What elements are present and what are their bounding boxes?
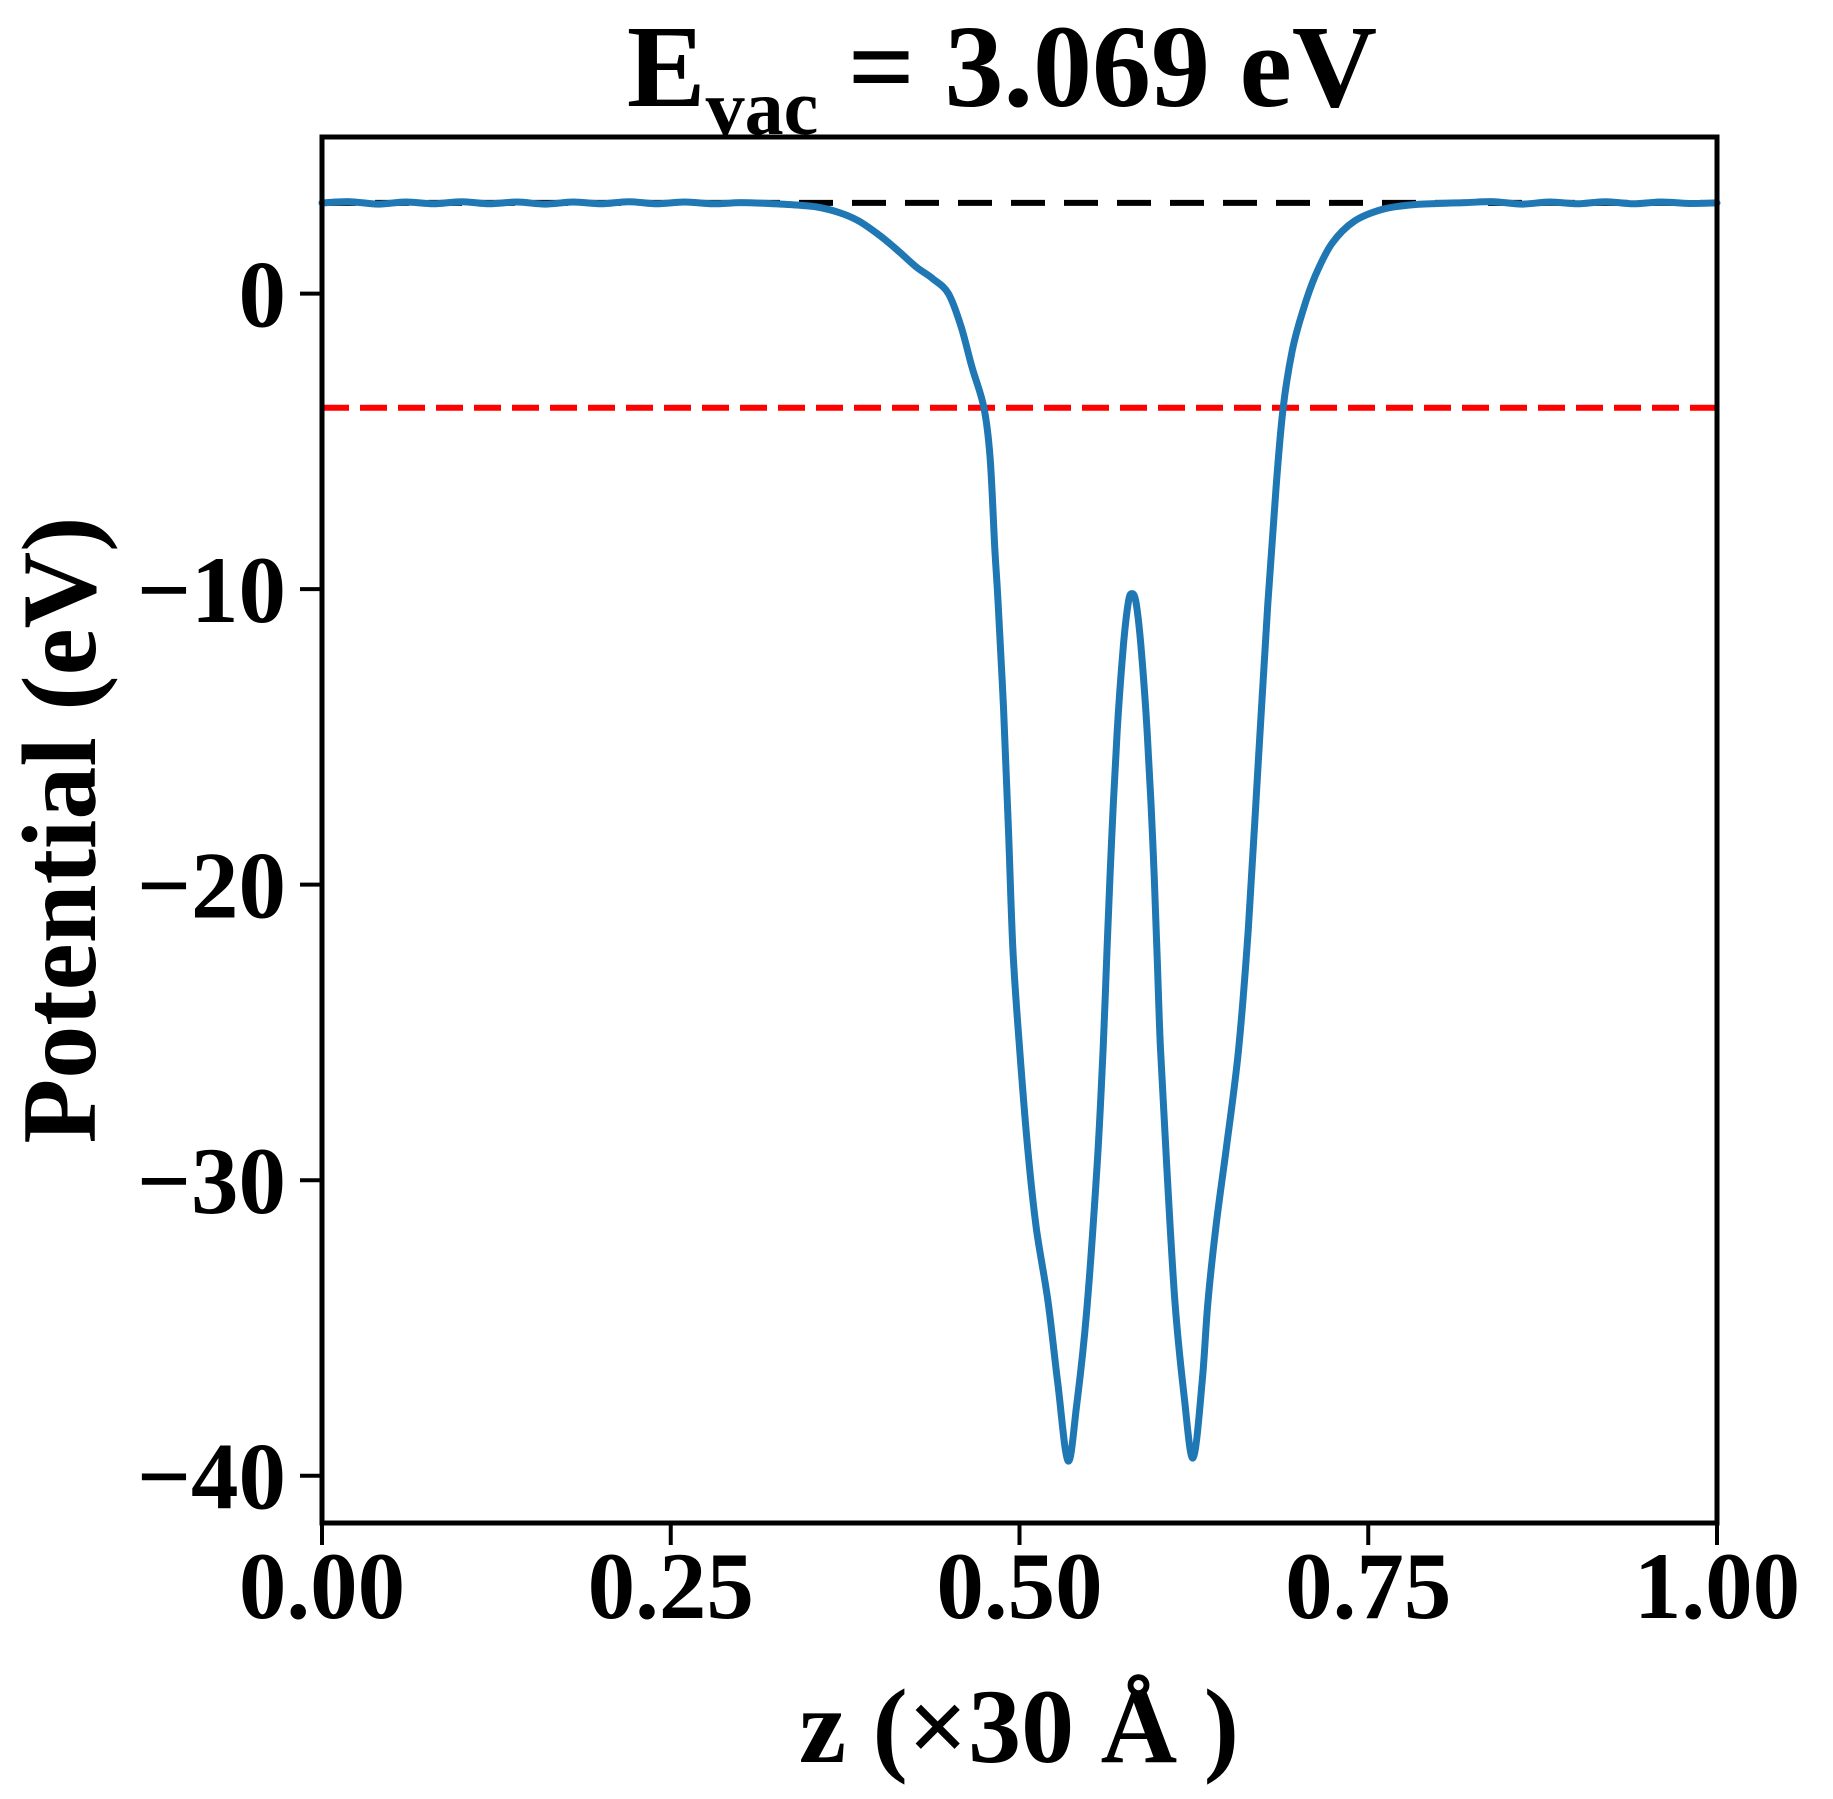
x-tick-label: 0.25 xyxy=(588,1533,754,1639)
y-tick-label: 0 xyxy=(239,242,287,348)
x-tick-label: 1.00 xyxy=(1634,1533,1800,1639)
y-axis-label: Potential (eV) xyxy=(1,517,118,1144)
x-axis-ticks: 0.00 0.25 0.50 0.75 1.00 xyxy=(239,1523,1800,1639)
y-tick-label: −30 xyxy=(137,1128,286,1234)
chart-title-base: E xyxy=(627,1,706,132)
x-tick-label: 0.50 xyxy=(936,1533,1102,1639)
plot-border xyxy=(319,134,1720,1526)
y-tick-label: −20 xyxy=(137,833,286,939)
y-tick-label: −10 xyxy=(137,537,286,643)
x-tick-label: 0.75 xyxy=(1285,1533,1451,1639)
chart-title-rest: = 3.069 eV xyxy=(818,1,1377,132)
potential-curve xyxy=(318,198,1721,1465)
x-axis-label: z (×30 Å ) xyxy=(799,1668,1239,1785)
y-tick-label: −40 xyxy=(137,1424,286,1530)
x-tick-label: 0.00 xyxy=(239,1533,405,1639)
chart-title: Evac = 3.069 eV xyxy=(627,1,1377,151)
y-axis-ticks: 0 −10 −20 −30 −40 xyxy=(137,242,322,1530)
